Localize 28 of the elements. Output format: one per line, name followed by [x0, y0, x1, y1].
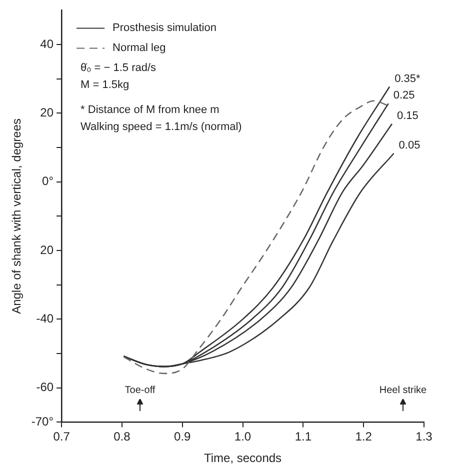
- annotation: Walking speed = 1.1m/s (normal): [80, 121, 242, 134]
- x-tick-label: 1.1: [294, 430, 312, 444]
- legend-label: Normal leg: [112, 42, 166, 54]
- y-tick-label: 0°: [42, 174, 54, 188]
- annotation: θ̇₀ = − 1.5 rad/s: [80, 62, 157, 74]
- annotation: Toe-off: [124, 385, 156, 396]
- y-tick-label: 20: [40, 106, 54, 120]
- x-tick-label: 0.8: [114, 430, 131, 444]
- x-tick-label: 1.2: [355, 430, 372, 444]
- annotation: Prosthesis simulation: [112, 22, 216, 34]
- series-label: 0.05: [398, 139, 420, 152]
- series-label: 0.25: [393, 90, 415, 102]
- series-label: 0.35*: [394, 72, 421, 85]
- y-axis-title: Angle of shank with vertical, degrees: [10, 118, 24, 314]
- y-tick-label: -40: [36, 312, 54, 326]
- x-axis-title: Time, seconds: [204, 451, 282, 466]
- annotation: * Distance of M from knee m: [80, 104, 220, 116]
- x-tick-label: 1.0: [234, 430, 252, 444]
- y-tick-label: -60: [36, 380, 54, 394]
- annotation: Heel strike: [379, 385, 427, 396]
- series-label: 0.15: [396, 110, 418, 122]
- x-tick-label: 0.7: [53, 430, 70, 444]
- y-tick-label: 20: [40, 242, 54, 257]
- x-tick-label: 1.3: [416, 430, 433, 444]
- annotation: M = 1.5kg: [80, 79, 130, 92]
- y-tick-label: 40: [40, 36, 54, 51]
- x-tick-label: 0.9: [174, 430, 192, 444]
- y-tick-label: -70°: [31, 414, 54, 429]
